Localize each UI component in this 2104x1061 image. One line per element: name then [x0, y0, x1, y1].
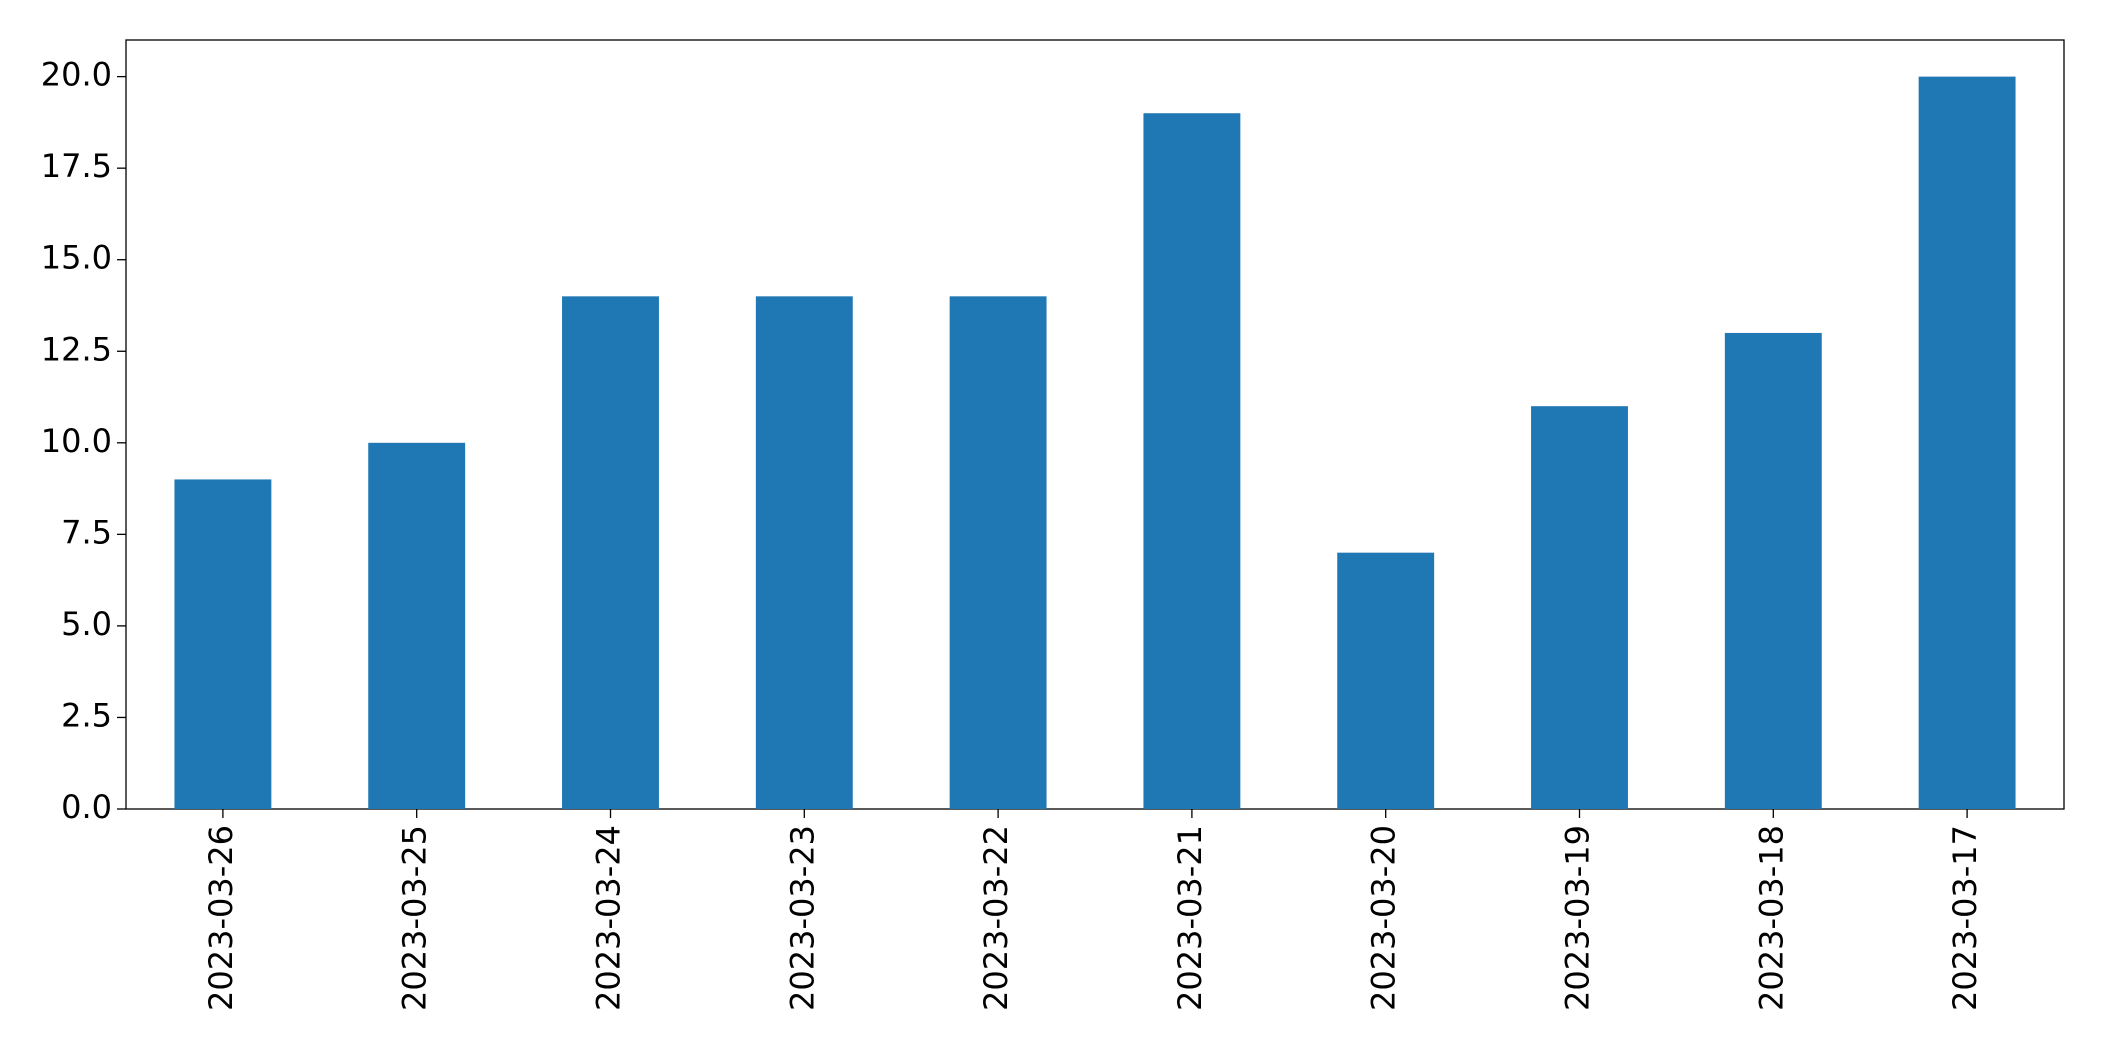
x-tick-label: 2023-03-23 [783, 825, 821, 1011]
axes-frame [125, 39, 2065, 810]
y-tick-label: 0.0 [61, 788, 112, 826]
bar [562, 296, 659, 809]
x-tick-label: 2023-03-24 [590, 825, 628, 1011]
y-tick-label: 15.0 [41, 239, 112, 277]
y-tick-label: 20.0 [41, 56, 112, 94]
y-tick-label: 5.0 [61, 605, 112, 643]
x-tick-label: 2023-03-20 [1365, 825, 1403, 1011]
x-tick-label: 2023-03-17 [1946, 825, 1984, 1011]
bar [949, 296, 1047, 809]
y-tick-label: 2.5 [61, 696, 112, 734]
x-tick-label: 2023-03-25 [396, 825, 434, 1011]
bar [1337, 552, 1435, 809]
bar [1724, 332, 1822, 809]
y-tick-label: 10.0 [41, 422, 112, 460]
x-tick-label: 2023-03-18 [1752, 825, 1790, 1011]
x-tick-label: 2023-03-22 [977, 825, 1015, 1011]
x-tick-label: 2023-03-26 [202, 825, 240, 1011]
bar [174, 479, 272, 809]
bar [1531, 406, 1628, 809]
bar [1918, 76, 2016, 810]
y-tick-label: 7.5 [61, 513, 112, 551]
y-tick-label: 12.5 [41, 330, 112, 368]
x-tick-label: 2023-03-21 [1171, 825, 1209, 1011]
bar [755, 296, 853, 809]
y-tick-label: 17.5 [41, 147, 112, 185]
bar [1143, 113, 1241, 809]
bar [368, 442, 466, 809]
x-tick-label: 2023-03-19 [1559, 825, 1597, 1011]
